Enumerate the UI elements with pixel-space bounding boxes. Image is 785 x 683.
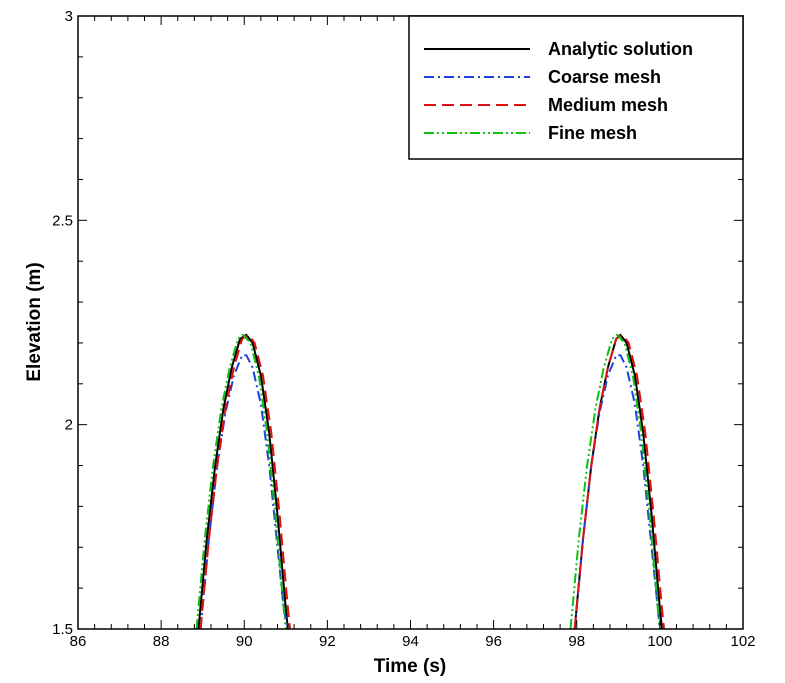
y-tick-label: 3 — [65, 8, 73, 25]
legend-box — [408, 15, 744, 160]
x-tick-label: 94 — [402, 633, 419, 650]
y-tick-label: 2 — [65, 417, 73, 434]
x-tick-label: 92 — [319, 633, 336, 650]
x-tick-label: 100 — [647, 633, 672, 650]
y-axis-title: Elevation (m) — [24, 262, 45, 381]
x-tick-label: 90 — [236, 633, 253, 650]
legend-label: Fine mesh — [548, 123, 637, 143]
legend-label: Coarse mesh — [548, 67, 661, 87]
x-tick-label: 102 — [730, 633, 755, 650]
legend-label: Analytic solution — [548, 39, 693, 59]
y-tick-label: 2.5 — [52, 212, 73, 229]
x-tick-label: 98 — [568, 633, 585, 650]
ticks-layer: 86 88 90 92 94 96 98 100 102 1.5 2 2.5 3 — [52, 8, 755, 650]
series-line-fine-mesh — [195, 333, 287, 629]
y-tick-label: 1.5 — [52, 621, 73, 638]
x-tick-label: 88 — [153, 633, 170, 650]
x-tick-label: 86 — [70, 633, 87, 650]
series-layer — [195, 333, 665, 629]
legend: Analytic solution Coarse mesh Medium mesh F… — [408, 15, 744, 160]
series-line-analytic-solution — [197, 333, 289, 629]
series-line-medium-mesh — [573, 333, 665, 629]
legend-label: Medium mesh — [548, 95, 668, 115]
series-line-medium-mesh — [199, 333, 291, 629]
x-tick-label: 96 — [485, 633, 502, 650]
series-line-fine-mesh — [569, 333, 661, 629]
x-axis-title: Time (s) — [374, 656, 447, 677]
